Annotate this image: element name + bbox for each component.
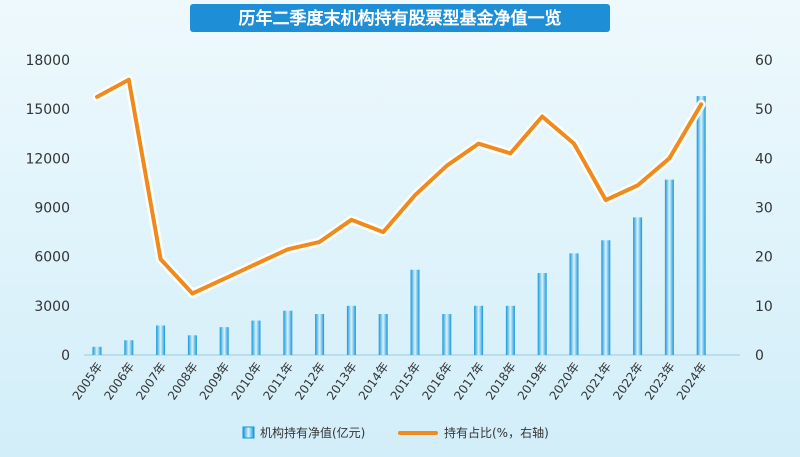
left-axis: 18000 15000 12000 9000 6000 3000 0 bbox=[25, 53, 70, 364]
bar bbox=[219, 327, 229, 355]
right-axis-tick: 30 bbox=[755, 201, 773, 217]
line-point bbox=[190, 292, 194, 296]
line-point bbox=[381, 230, 385, 234]
bar bbox=[505, 305, 515, 355]
left-axis-tick: 12000 bbox=[25, 151, 70, 167]
line-point bbox=[349, 218, 353, 222]
line-point bbox=[127, 78, 131, 82]
bar bbox=[283, 310, 293, 355]
bar bbox=[251, 320, 261, 355]
line-point bbox=[508, 151, 512, 155]
line-point bbox=[604, 198, 608, 202]
legend-line-label: 持有占比(%，右轴) bbox=[444, 425, 549, 440]
bar bbox=[346, 305, 356, 355]
bar bbox=[156, 325, 166, 355]
right-axis-tick: 40 bbox=[755, 151, 773, 167]
right-axis-tick: 10 bbox=[755, 299, 773, 315]
right-axis-tick: 50 bbox=[755, 102, 773, 118]
chart-title: 历年二季度末机构持有股票型基金净值一览 bbox=[239, 8, 562, 29]
bar bbox=[442, 314, 452, 355]
bar bbox=[537, 273, 547, 355]
left-axis-tick: 0 bbox=[61, 348, 70, 364]
line-point bbox=[445, 164, 449, 168]
bar bbox=[410, 269, 420, 355]
bar bbox=[664, 179, 674, 355]
line-point bbox=[572, 142, 576, 146]
line-point bbox=[286, 247, 290, 251]
left-axis-tick: 6000 bbox=[34, 250, 70, 266]
line-point bbox=[318, 240, 322, 244]
legend-bar-label: 机构持有净值(亿元) bbox=[260, 425, 365, 440]
bar bbox=[92, 346, 102, 355]
bar bbox=[378, 314, 388, 355]
bar bbox=[315, 314, 325, 355]
line-series bbox=[92, 75, 706, 298]
bar-series bbox=[92, 96, 706, 356]
left-axis-tick: 3000 bbox=[34, 299, 70, 315]
line-point bbox=[667, 156, 671, 160]
line-point bbox=[95, 95, 99, 99]
line-point bbox=[477, 142, 481, 146]
line-point bbox=[636, 183, 640, 187]
right-axis: 60 50 40 30 20 10 0 bbox=[755, 53, 773, 364]
left-axis-tick: 18000 bbox=[25, 53, 70, 69]
left-axis-tick: 15000 bbox=[25, 102, 70, 118]
bar bbox=[569, 253, 579, 355]
line-point bbox=[159, 257, 163, 261]
line-point bbox=[254, 262, 258, 266]
line-point bbox=[413, 193, 417, 197]
share-line bbox=[95, 77, 704, 296]
bar bbox=[633, 217, 643, 355]
right-axis-tick: 20 bbox=[755, 250, 773, 266]
line-point bbox=[699, 102, 703, 106]
line-point bbox=[222, 277, 226, 281]
bar bbox=[601, 240, 611, 355]
bar bbox=[474, 305, 484, 355]
right-axis-tick: 0 bbox=[755, 348, 764, 364]
bar bbox=[696, 96, 706, 356]
bar bbox=[187, 335, 197, 355]
right-axis-tick: 60 bbox=[755, 53, 773, 69]
bar bbox=[124, 340, 134, 355]
legend: 机构持有净值(亿元) 持有占比(%，右轴) bbox=[242, 425, 549, 440]
line-point bbox=[540, 115, 544, 119]
left-axis-tick: 9000 bbox=[34, 201, 70, 217]
title-banner bbox=[190, 4, 610, 32]
legend-bar-swatch bbox=[242, 426, 255, 439]
